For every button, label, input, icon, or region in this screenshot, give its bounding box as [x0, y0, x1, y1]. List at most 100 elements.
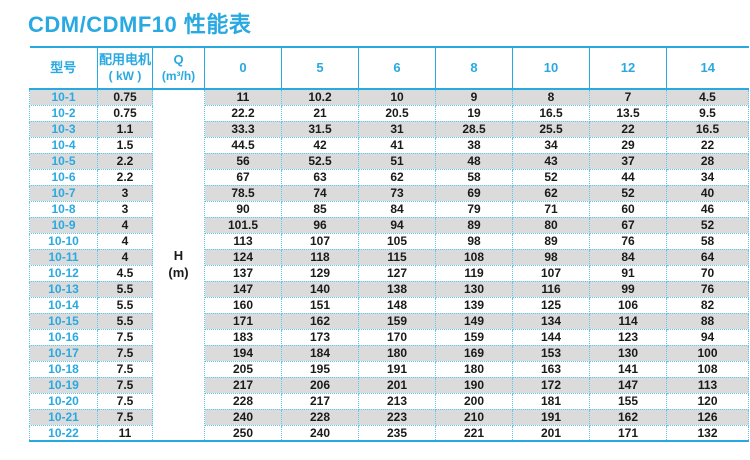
head-value-cell: 124	[204, 248, 282, 266]
head-value-cell: 9	[435, 88, 513, 106]
head-value-cell: 129	[281, 264, 359, 282]
head-value-cell: 73	[358, 184, 436, 202]
table-row: 10-11 4 124 118 115 108 98 84 64	[29, 248, 749, 266]
head-value-cell: 155	[589, 392, 667, 410]
motor-kw-cell: 7.5	[97, 376, 153, 394]
head-value-cell: 11	[204, 88, 282, 106]
model-cell: 10-3	[29, 120, 98, 138]
head-value-cell: 106	[589, 296, 667, 314]
flow-value-header: 10	[512, 46, 590, 90]
head-value-cell: 223	[358, 408, 436, 426]
head-value-cell: 140	[281, 280, 359, 298]
head-value-cell: 115	[358, 248, 436, 266]
head-value-cell: 31.5	[281, 120, 359, 138]
head-value-cell: 43	[512, 152, 590, 170]
head-value-cell: 10	[358, 88, 436, 106]
model-cell: 10-15	[29, 312, 98, 330]
head-value-cell: 217	[281, 392, 359, 410]
head-value-cell: 235	[358, 424, 436, 442]
flow-value-header: 6	[358, 46, 436, 90]
head-value-cell: 52	[589, 184, 667, 202]
head-value-cell: 13.5	[589, 104, 667, 122]
head-value-cell: 162	[281, 312, 359, 330]
head-value-cell: 108	[666, 360, 749, 378]
head-value-cell: 130	[589, 344, 667, 362]
head-value-cell: 46	[666, 200, 749, 218]
head-value-cell: 22	[589, 120, 667, 138]
model-cell: 10-12	[29, 264, 98, 282]
head-value-cell: 123	[589, 328, 667, 346]
head-value-cell: 98	[435, 232, 513, 250]
head-value-cell: 70	[666, 264, 749, 282]
head-value-cell: 4.5	[666, 88, 749, 106]
head-value-cell: 125	[512, 296, 590, 314]
head-value-cell: 31	[358, 120, 436, 138]
flow-header-line2: (m³/h)	[161, 68, 196, 83]
head-value-cell: 240	[204, 408, 282, 426]
head-value-cell: 76	[589, 232, 667, 250]
head-value-cell: 107	[281, 232, 359, 250]
head-value-cell: 52	[666, 216, 749, 234]
head-value-cell: 28.5	[435, 120, 513, 138]
head-value-cell: 108	[435, 248, 513, 266]
table-row: 10-13 5.5 147 140 138 130 116 99 76	[29, 280, 749, 298]
head-value-cell: 89	[512, 232, 590, 250]
flow-value-header: 0	[204, 46, 282, 90]
model-cell: 10-16	[29, 328, 98, 346]
head-value-cell: 101.5	[204, 216, 282, 234]
head-value-cell: 149	[435, 312, 513, 330]
model-cell: 10-9	[29, 216, 98, 234]
head-value-cell: 16.5	[666, 120, 749, 138]
head-value-cell: 159	[358, 312, 436, 330]
head-value-cell: 134	[512, 312, 590, 330]
head-value-cell: 138	[358, 280, 436, 298]
head-value-cell: 94	[358, 216, 436, 234]
motor-kw-cell: 1.5	[97, 136, 153, 154]
table-row: 10-1 0.75 H (m) 11 10.2 10 9 8 7 4.5	[29, 88, 749, 442]
motor-kw-cell: 7.5	[97, 360, 153, 378]
page-title: CDM/CDMF10 性能表	[28, 12, 252, 37]
head-axis-label: H (m)	[152, 88, 205, 442]
head-value-cell: 147	[204, 280, 282, 298]
motor-kw-cell: 4.5	[97, 264, 153, 282]
motor-kw-cell: 3	[97, 184, 153, 202]
head-value-cell: 172	[512, 376, 590, 394]
model-cell: 10-21	[29, 408, 98, 426]
head-value-cell: 105	[358, 232, 436, 250]
head-value-cell: 52	[512, 168, 590, 186]
head-value-cell: 170	[358, 328, 436, 346]
head-value-cell: 16.5	[512, 104, 590, 122]
model-cell: 10-20	[29, 392, 98, 410]
head-value-cell: 29	[589, 136, 667, 154]
head-value-cell: 69	[435, 184, 513, 202]
model-cell: 10-5	[29, 152, 98, 170]
head-value-cell: 201	[358, 376, 436, 394]
head-value-cell: 58	[435, 168, 513, 186]
head-value-cell: 139	[435, 296, 513, 314]
head-value-cell: 84	[589, 248, 667, 266]
head-value-cell: 171	[589, 424, 667, 442]
head-value-cell: 132	[666, 424, 749, 442]
motor-kw-cell: 4	[97, 248, 153, 266]
model-cell: 10-19	[29, 376, 98, 394]
motor-kw-cell: 2.2	[97, 168, 153, 186]
head-value-cell: 71	[512, 200, 590, 218]
motor-kw-cell: 0.75	[97, 104, 153, 122]
head-value-cell: 19	[435, 104, 513, 122]
head-value-cell: 147	[589, 376, 667, 394]
table-row: 10-16 7.5 183 173 170 159 144 123 94	[29, 328, 749, 346]
table-row: 10-5 2.2 56 52.5 51 48 43 37 28	[29, 152, 749, 170]
head-value-cell: 99	[589, 280, 667, 298]
model-cell: 10-2	[29, 104, 98, 122]
head-axis-line2: (m)	[168, 265, 189, 280]
head-value-cell: 44	[589, 168, 667, 186]
model-cell: 10-6	[29, 168, 98, 186]
head-value-cell: 151	[281, 296, 359, 314]
head-value-cell: 38	[435, 136, 513, 154]
head-value-cell: 34	[666, 168, 749, 186]
head-value-cell: 228	[204, 392, 282, 410]
head-value-cell: 213	[358, 392, 436, 410]
head-value-cell: 206	[281, 376, 359, 394]
head-value-cell: 190	[435, 376, 513, 394]
flow-value-header: 8	[435, 46, 513, 90]
